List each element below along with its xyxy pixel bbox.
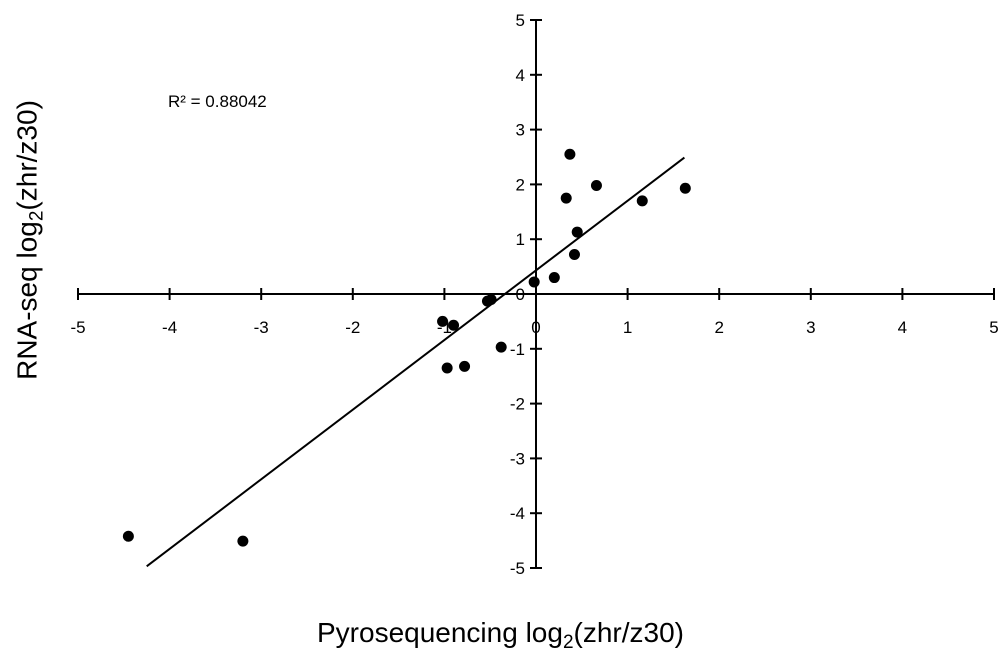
data-point [459, 360, 471, 372]
data-point [237, 535, 249, 547]
y-tick-label: 0 [516, 285, 525, 304]
x-tick-label: 2 [714, 318, 723, 337]
x-tick-label: -2 [345, 318, 360, 337]
data-point [485, 293, 497, 305]
y-axis-title-suffix: (zhr/z30) [11, 100, 43, 211]
y-tick-label: -5 [510, 559, 525, 578]
y-tick-label: -4 [510, 504, 525, 523]
data-point [528, 276, 540, 288]
y-tick-label: 3 [516, 121, 525, 140]
y-axis-title-subscript: 2 [26, 210, 48, 222]
data-point [568, 249, 580, 261]
x-axis-title-suffix: (zhr/z30) [573, 617, 684, 648]
data-points [122, 148, 691, 547]
y-tick-label: -1 [510, 340, 525, 359]
data-point [548, 272, 560, 284]
data-point [441, 362, 453, 374]
data-point [636, 195, 648, 207]
r-squared-annotation: R² = 0.88042 [168, 92, 267, 111]
data-point [560, 192, 572, 204]
trendline [146, 156, 685, 568]
data-point [564, 148, 576, 160]
y-axis-title-prefix: RNA-seq log [11, 221, 43, 380]
y-axis-title: RNA-seq log2(zhr/z30) [12, 100, 49, 380]
data-point [437, 315, 449, 327]
data-point [571, 226, 583, 238]
y-tick-label: 4 [516, 66, 525, 85]
y-tick-label: -3 [510, 449, 525, 468]
x-tick-label: 4 [898, 318, 907, 337]
x-axis-title: Pyrosequencing log2(zhr/z30) [0, 617, 1001, 654]
data-point [679, 182, 691, 194]
x-tick-label: 0 [531, 318, 540, 337]
y-tick-label: 2 [516, 175, 525, 194]
trendline-group [146, 156, 685, 568]
x-tick-label: -3 [254, 318, 269, 337]
x-axis-title-subscript: 2 [562, 632, 574, 653]
y-tick-label: 1 [516, 230, 525, 249]
x-tick-label: -4 [162, 318, 177, 337]
data-point [448, 319, 460, 331]
x-tick-label: 5 [989, 318, 998, 337]
data-point [122, 530, 134, 542]
data-point [590, 179, 602, 191]
x-tick-label: -5 [70, 318, 85, 337]
data-point [495, 341, 507, 353]
x-tick-label: 1 [623, 318, 632, 337]
y-tick-label: -2 [510, 395, 525, 414]
x-tick-label: 3 [806, 318, 815, 337]
x-axis-title-prefix: Pyrosequencing log [317, 617, 563, 648]
y-tick-label: 5 [516, 11, 525, 30]
